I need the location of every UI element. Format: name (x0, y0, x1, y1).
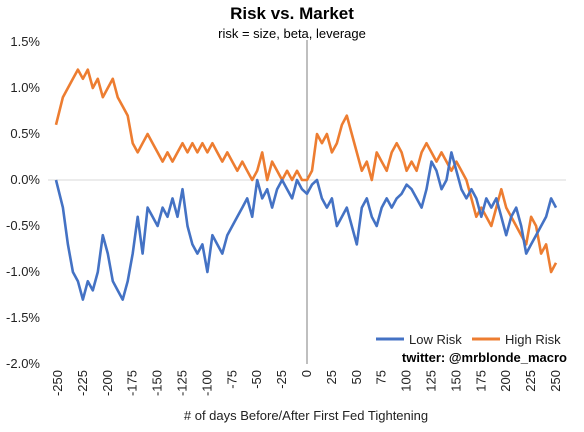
y-tick-label: -1.5% (6, 310, 40, 325)
x-tick-label: 250 (548, 370, 563, 392)
x-tick-label: 125 (424, 370, 439, 392)
x-tick-label: 100 (399, 370, 414, 392)
x-tick-label: 25 (324, 370, 339, 384)
y-tick-label: -2.0% (6, 356, 40, 371)
series-lines (54, 68, 558, 301)
x-tick-label: 150 (448, 370, 463, 392)
x-tick-label: -25 (274, 370, 289, 389)
x-tick-label: 50 (349, 370, 364, 384)
y-tick-label: 0.0% (10, 172, 40, 187)
x-tick-label: 75 (374, 370, 389, 384)
x-tick-label: -225 (75, 370, 90, 396)
x-tick-label: -175 (125, 370, 140, 396)
x-tick-label: 175 (473, 370, 488, 392)
x-tick-label: -50 (249, 370, 264, 389)
chart-title: Risk vs. Market (230, 4, 354, 23)
x-tick-label: 0 (299, 370, 314, 377)
y-tick-label: 0.5% (10, 126, 40, 141)
series-line-low-risk (54, 151, 558, 301)
x-tick-label: -125 (174, 370, 189, 396)
legend-label-high-risk: High Risk (505, 332, 561, 347)
y-tick-label: 1.5% (10, 34, 40, 49)
x-tick-label: -100 (199, 370, 214, 396)
chart-subtitle: risk = size, beta, leverage (218, 26, 366, 41)
x-axis-label: # of days Before/After First Fed Tighten… (184, 408, 428, 423)
x-tick-label: 200 (498, 370, 513, 392)
x-axis-ticks: -250 -225 -200 -175 -150 -125 -100 -75 -50 -25 0 25… (50, 370, 563, 396)
x-tick-label: -150 (150, 370, 165, 396)
x-tick-label: 225 (523, 370, 538, 392)
series-line-high-risk (54, 68, 558, 274)
y-tick-label: 1.0% (10, 80, 40, 95)
x-tick-label: -75 (224, 370, 239, 389)
y-tick-label: -1.0% (6, 264, 40, 279)
y-axis-ticks: 1.5% 1.0% 0.5% 0.0% -0.5% -1.0% -1.5% -2.0% (6, 34, 40, 371)
legend-label-low-risk: Low Risk (409, 332, 462, 347)
y-tick-label: -0.5% (6, 218, 40, 233)
x-tick-label: -250 (50, 370, 65, 396)
twitter-handle-annotation: twitter: @mrblonde_macro (402, 350, 567, 365)
legend: Low Risk High Risk (376, 332, 561, 347)
x-tick-label: -200 (100, 370, 115, 396)
